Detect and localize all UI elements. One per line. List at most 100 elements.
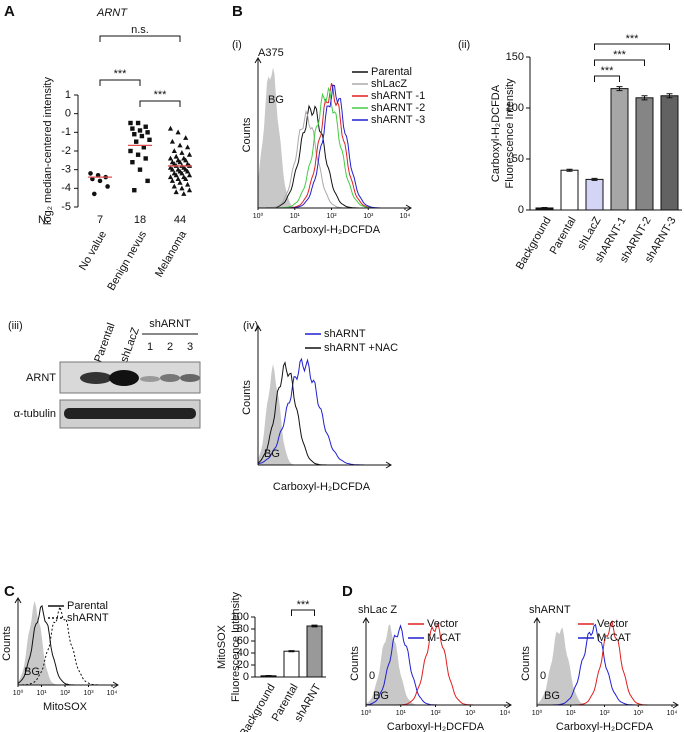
x-tick-label: Background bbox=[238, 682, 278, 732]
zero-label: 0 bbox=[540, 670, 546, 682]
legend-label: M-CAT bbox=[597, 632, 631, 644]
x-tick-label: Benign nevus bbox=[105, 229, 149, 293]
x-tick-label: 10¹ bbox=[36, 690, 47, 697]
legend-label: shARNT +NAC bbox=[324, 342, 398, 354]
legend-label: Vector bbox=[597, 618, 629, 630]
legend-label: shARNT bbox=[324, 328, 366, 340]
axis-arrow bbox=[362, 617, 370, 624]
histogram-curve bbox=[18, 605, 111, 686]
data-point bbox=[135, 120, 141, 126]
x-tick-label: 10⁴ bbox=[667, 710, 678, 717]
y-tick-label: 0 bbox=[518, 204, 524, 216]
significance-bracket bbox=[139, 100, 181, 107]
significance-bracket bbox=[99, 79, 141, 86]
significance-label: *** bbox=[297, 599, 311, 611]
band bbox=[160, 374, 180, 382]
bar bbox=[610, 88, 629, 211]
band bbox=[140, 376, 160, 382]
lane-label: shLacZ bbox=[118, 326, 142, 364]
axis-arrow bbox=[254, 325, 262, 332]
background-histogram bbox=[258, 67, 405, 208]
data-point bbox=[173, 153, 179, 159]
data-point bbox=[97, 178, 103, 184]
axis-arrow bbox=[385, 461, 392, 469]
data-point bbox=[169, 178, 175, 183]
x-tick-label: 10² bbox=[430, 710, 441, 717]
data-point bbox=[167, 174, 174, 180]
data-point bbox=[143, 124, 148, 129]
data-point bbox=[175, 176, 181, 181]
data-point bbox=[185, 168, 191, 174]
bar bbox=[660, 95, 679, 211]
background-histogram bbox=[18, 600, 112, 685]
significance-bracket bbox=[291, 609, 315, 616]
background-histogram bbox=[537, 627, 672, 705]
lane-number: 2 bbox=[167, 341, 173, 353]
y-tick-label: 0 bbox=[243, 671, 249, 683]
lane-number: 1 bbox=[147, 341, 153, 353]
y-axis-label: MitoSOX bbox=[216, 624, 228, 669]
y-tick-label: 150 bbox=[506, 51, 524, 63]
x-tick-label: 10³ bbox=[83, 690, 94, 697]
x-axis-label: Carboxyl-H₂DCFDA bbox=[273, 481, 371, 493]
histogram-title: shARNT bbox=[529, 604, 571, 616]
significance-label: *** bbox=[114, 68, 128, 80]
y-tick-label: 100 bbox=[506, 102, 524, 114]
y-tick-label: 80 bbox=[237, 623, 249, 635]
x-axis-label: Carboxyl-H₂DCFDA bbox=[283, 224, 381, 236]
axis-arrow bbox=[533, 617, 541, 624]
data-point bbox=[185, 181, 191, 187]
subpanel-label: (ii) bbox=[458, 39, 470, 51]
legend-label: Vector bbox=[427, 618, 459, 630]
data-point bbox=[145, 130, 150, 135]
data-point bbox=[173, 172, 179, 178]
x-tick-label: 10² bbox=[599, 710, 610, 717]
data-point bbox=[177, 142, 183, 148]
legend-label: Parental bbox=[67, 600, 108, 612]
data-point bbox=[171, 183, 177, 189]
x-tick-label: 10² bbox=[60, 690, 71, 697]
lane-number: 3 bbox=[187, 341, 193, 353]
histogram-title: shLac Z bbox=[358, 604, 397, 616]
data-point bbox=[186, 172, 193, 178]
data-point bbox=[173, 189, 179, 195]
zero-label: 0 bbox=[369, 670, 375, 682]
data-point bbox=[90, 176, 95, 182]
data-point bbox=[179, 185, 185, 191]
data-point bbox=[175, 129, 181, 135]
x-tick-label: 10¹ bbox=[566, 710, 577, 717]
error-bar bbox=[666, 93, 673, 99]
western-blot: Parental shLacZ shARNT 1 2 3 ARNT α-tubu… bbox=[14, 318, 201, 429]
axis-arrow bbox=[505, 701, 512, 709]
significance-label: *** bbox=[626, 33, 640, 45]
x-tick-label: 10³ bbox=[465, 710, 476, 717]
gate-label: BG bbox=[24, 666, 40, 678]
data-point bbox=[137, 128, 143, 133]
chart-title: ARNT bbox=[96, 7, 128, 19]
error-bar bbox=[288, 650, 295, 653]
y-tick-label: 20 bbox=[237, 659, 249, 671]
error-bar bbox=[265, 675, 272, 677]
data-point bbox=[92, 191, 97, 197]
x-tick-label: Background bbox=[514, 215, 554, 272]
bar bbox=[585, 178, 604, 211]
data-point bbox=[130, 126, 135, 131]
data-point bbox=[167, 125, 174, 131]
y-tick-label: -5 bbox=[61, 201, 71, 213]
legend-label: shARNT -2 bbox=[371, 102, 425, 114]
data-point bbox=[179, 170, 185, 176]
significance-label: *** bbox=[154, 89, 168, 101]
row-label: ARNT bbox=[26, 372, 56, 384]
significance-label: *** bbox=[613, 49, 627, 61]
significance-bracket bbox=[594, 59, 645, 66]
data-point bbox=[183, 176, 189, 181]
error-bar bbox=[566, 168, 573, 172]
y-tick-label: 100 bbox=[231, 611, 249, 623]
x-tick-label: 10⁴ bbox=[107, 690, 118, 697]
data-point bbox=[169, 166, 175, 172]
x-tick-label: 10² bbox=[326, 213, 337, 220]
bar bbox=[306, 625, 323, 678]
y-axis-label: Counts bbox=[349, 646, 361, 681]
x-tick-label: 10⁴ bbox=[500, 710, 511, 717]
